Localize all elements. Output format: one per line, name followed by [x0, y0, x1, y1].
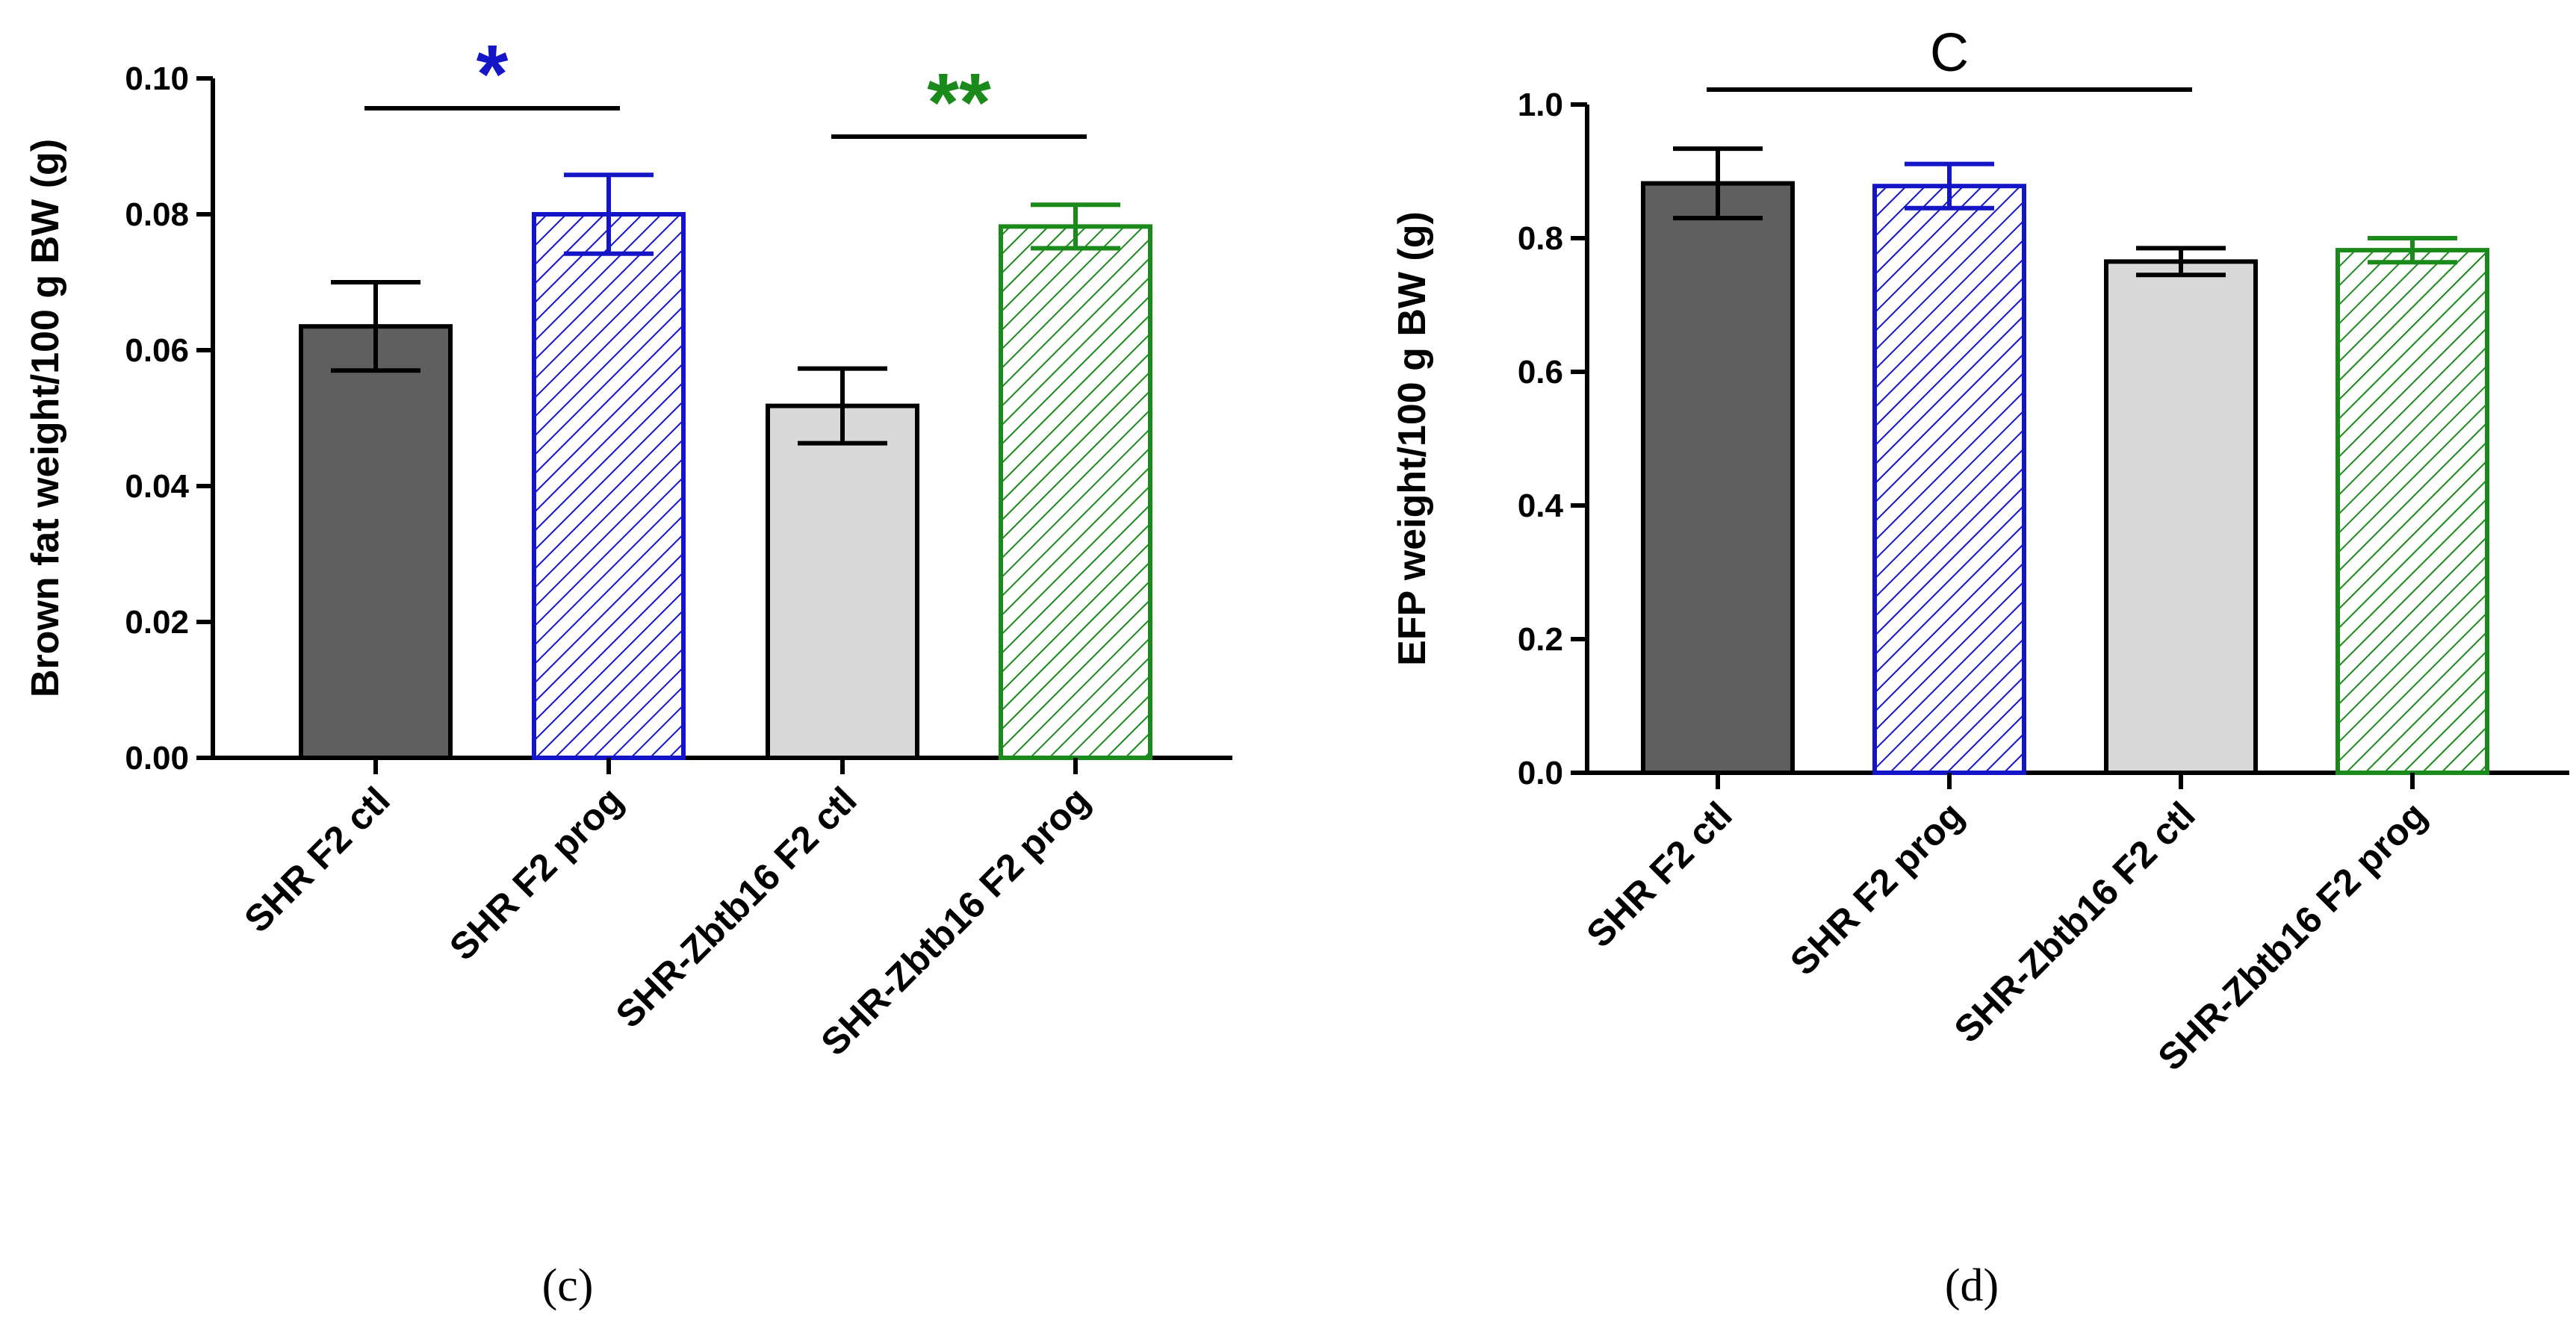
y-tick-label: 0.0 [1518, 755, 1563, 791]
x-category-label: SHR F2 ctl [236, 779, 397, 940]
y-tick-label: 1.0 [1518, 87, 1563, 123]
y-tick-label: 0.4 [1518, 488, 1564, 524]
y-axis-title: EFP weight/100 g BW (g) [1391, 211, 1434, 666]
significance-label: C [1930, 23, 1969, 83]
bar [532, 212, 686, 760]
y-tick-label: 0.08 [125, 196, 189, 233]
x-category-label: SHR-Zbtb16 F2 ctl [608, 779, 865, 1036]
significance-label: ** [927, 57, 991, 149]
bar [2336, 248, 2489, 775]
y-tick-label: 0.2 [1518, 621, 1563, 658]
y-tick-label: 0.04 [125, 468, 189, 505]
x-category-label: SHR-Zbtb16 F2 prog [2150, 794, 2434, 1078]
x-category-label: SHR F2 prog [1782, 794, 1972, 983]
panel-label: (c) [542, 1260, 594, 1311]
x-category-label: SHR-Zbtb16 F2 prog [813, 779, 1097, 1063]
chart-panel-c: 0.00 0.02 0.04 0.06 0.08 0.10 Brown fat weight… [24, 28, 1232, 1311]
y-tick-label: 0.10 [125, 60, 189, 97]
bar [1641, 181, 1795, 776]
y-tick-label: 0.6 [1518, 354, 1563, 390]
y-tick-label: 0.8 [1518, 220, 1563, 257]
bar [999, 224, 1152, 760]
y-tick-label: 0.06 [125, 332, 189, 369]
y-tick-label: 0.02 [125, 604, 189, 641]
bar [2104, 259, 2258, 775]
panel-label: (d) [1945, 1260, 1999, 1311]
y-tick-label: 0.00 [125, 740, 189, 777]
x-category-label: SHR F2 prog [441, 779, 631, 968]
y-axis-title: Brown fat weight/100 g BW (g) [24, 139, 67, 697]
chart-panel-d: 0.0 0.2 0.4 0.6 0.8 1.0 EFP weight/100 g BW (g… [1391, 23, 2569, 1311]
x-category-label: SHR-Zbtb16 F2 ctl [1946, 794, 2203, 1051]
bar [1872, 184, 2026, 775]
bar [766, 403, 919, 760]
bar [299, 324, 453, 760]
x-category-label: SHR F2 ctl [1578, 794, 1739, 955]
significance-label: * [477, 28, 509, 120]
